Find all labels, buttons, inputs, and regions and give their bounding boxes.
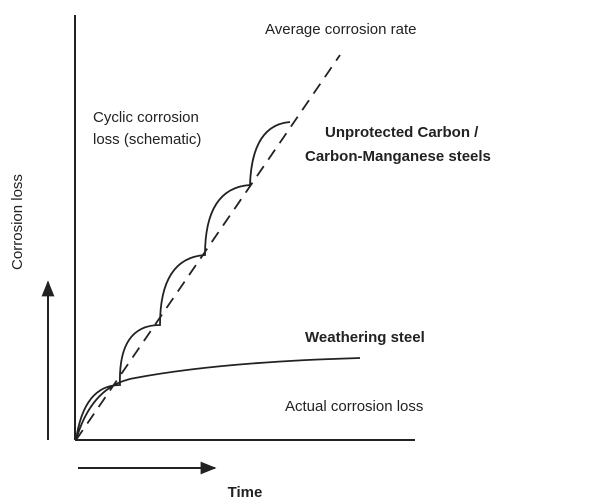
weathering-label: Weathering steel — [305, 329, 425, 346]
unprotected-label: Carbon-Manganese steels — [305, 148, 491, 165]
cyclic-curve — [75, 121, 291, 441]
x-axis-label: Time — [228, 484, 263, 501]
average-rate-line — [75, 54, 341, 441]
cyclic-label: loss (schematic) — [93, 131, 201, 148]
unprotected-label: Unprotected Carbon / — [325, 124, 479, 141]
actual-label: Actual corrosion loss — [285, 398, 423, 415]
y-axis-label: Corrosion loss — [9, 174, 26, 270]
average-rate-label: Average corrosion rate — [265, 21, 416, 38]
cyclic-label: Cyclic corrosion — [93, 109, 199, 126]
weathering-curve — [75, 357, 361, 441]
